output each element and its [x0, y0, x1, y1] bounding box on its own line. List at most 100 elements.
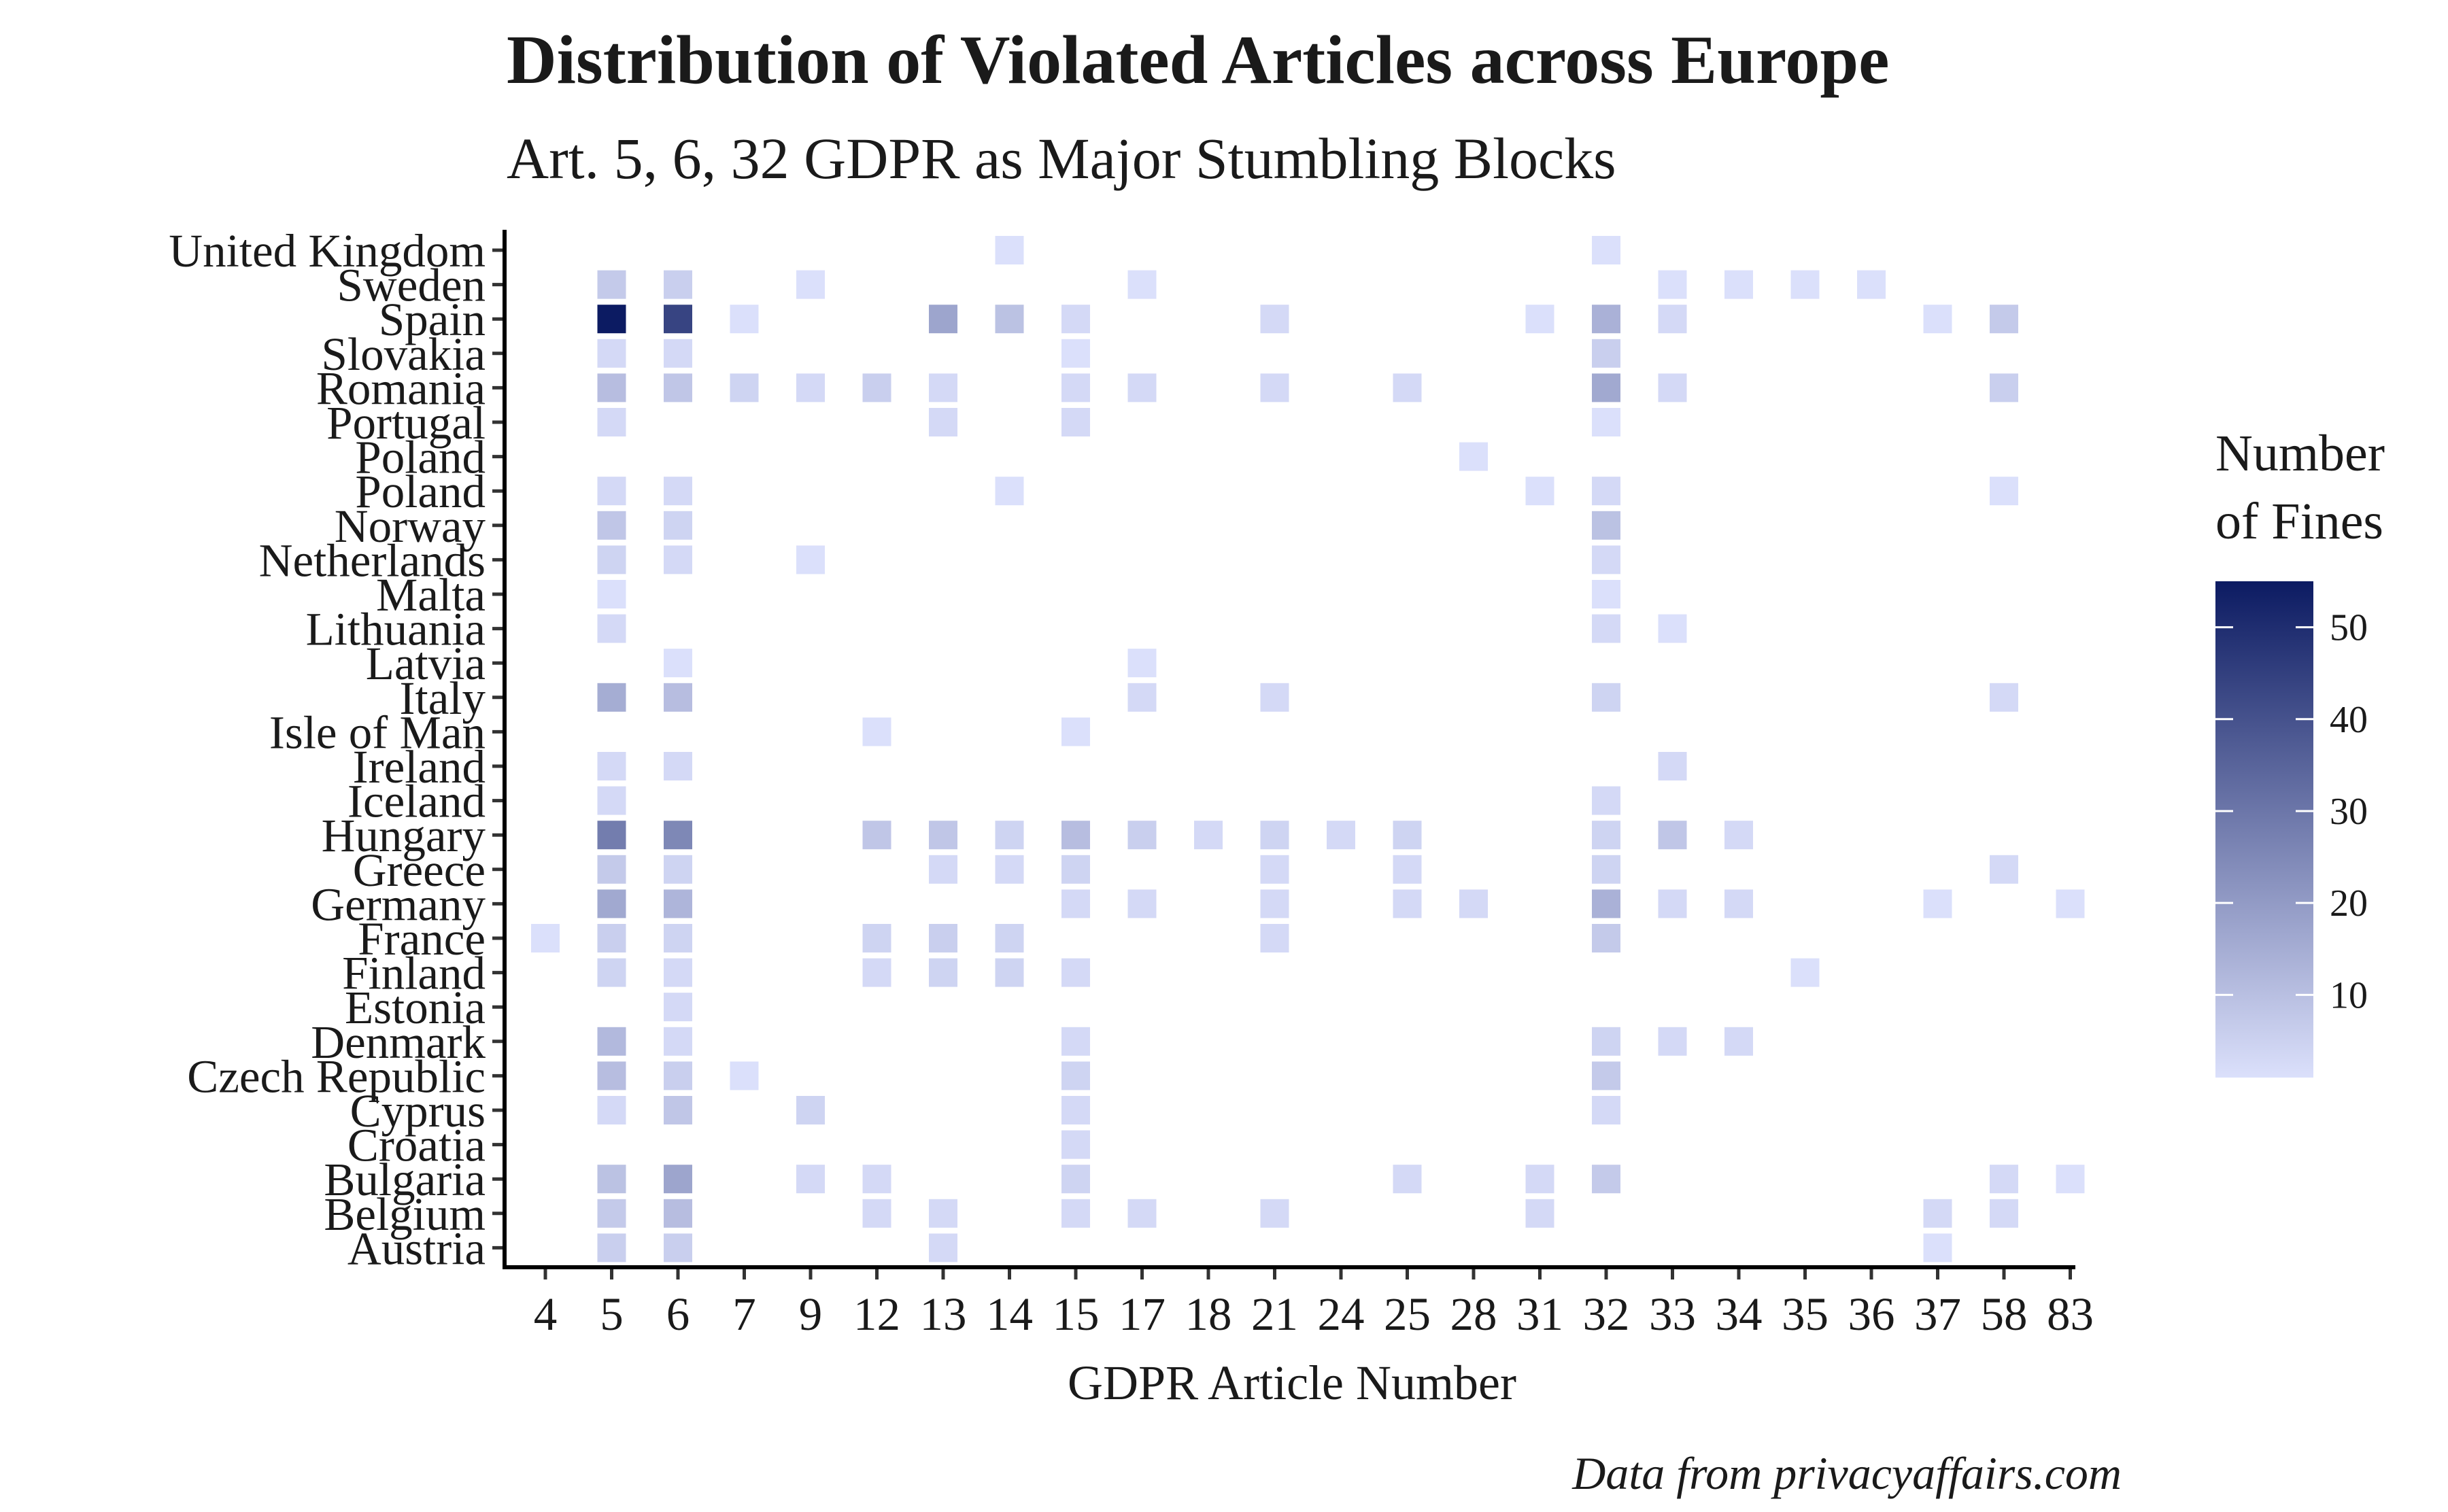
heatmap-cell	[1260, 305, 1289, 334]
heatmap-cell	[1127, 821, 1157, 850]
heatmap-cell	[664, 821, 692, 850]
x-tick-label: 33	[1649, 1288, 1696, 1340]
x-axis-title: GDPR Article Number	[1068, 1356, 1516, 1410]
heatmap-cell	[1393, 821, 1422, 850]
y-tick-label: Italy	[400, 672, 486, 724]
heatmap-cell	[1127, 649, 1157, 678]
heatmap-cell	[1127, 683, 1157, 712]
legend-ticks: 10 20 30 40 50	[2215, 607, 2368, 1016]
heatmap-cell	[929, 924, 957, 952]
x-tick-label: 12	[853, 1288, 900, 1340]
heatmap-cell	[597, 889, 626, 918]
heatmap-cell	[1327, 821, 1355, 850]
heatmap-cell	[1525, 1199, 1554, 1228]
x-tick-label: 13	[920, 1288, 967, 1340]
heatmap-cell	[796, 545, 825, 574]
chart-subtitle: Art. 5, 6, 32 GDPR as Major Stumbling Bl…	[507, 126, 1616, 191]
heatmap-cell	[664, 649, 692, 678]
x-tick-label: 9	[799, 1288, 823, 1340]
heatmap-cell	[1061, 373, 1090, 402]
y-tick-label: Netherlands	[259, 534, 486, 586]
legend-tick-label: 30	[2330, 791, 2368, 833]
heatmap-cell	[597, 511, 626, 540]
chart-caption: Data from privacyaffairs.com	[1571, 1447, 2122, 1499]
y-tick-label: Spain	[379, 294, 486, 345]
legend-tick-label: 50	[2330, 607, 2368, 649]
heatmap-cell	[862, 821, 891, 850]
heatmap-cell	[1592, 511, 1620, 540]
heatmap-cell	[597, 855, 626, 884]
x-tick-label: 37	[1914, 1288, 1961, 1340]
heatmap-cell	[1592, 924, 1620, 952]
x-tick-label: 83	[2047, 1288, 2094, 1340]
heatmap-cell	[1990, 683, 2018, 712]
heatmap-cell	[1393, 373, 1422, 402]
heatmap-cell	[1592, 339, 1620, 368]
heatmap-cell	[597, 270, 626, 299]
x-tick-label: 58	[1981, 1288, 2028, 1340]
x-tick-label: 17	[1119, 1288, 1166, 1340]
heatmap-cell	[597, 408, 626, 436]
heatmap-cell	[1790, 958, 1820, 987]
heatmap-cell	[1260, 821, 1289, 850]
x-tick-label: 24	[1318, 1288, 1365, 1340]
x-tick-label: 18	[1185, 1288, 1232, 1340]
y-tick-label: Estonia	[345, 982, 486, 1033]
heatmap-cell	[995, 236, 1024, 264]
heatmap-cell	[995, 924, 1024, 952]
heatmap-cell	[597, 305, 626, 334]
heatmap-cell	[1061, 1165, 1090, 1194]
heatmap-cell	[597, 1199, 626, 1228]
heatmap-cell	[664, 924, 692, 952]
heatmap-cell	[1592, 305, 1620, 334]
heatmap-cell	[995, 305, 1024, 334]
heatmap-cell	[1061, 339, 1090, 368]
heatmap-cell	[1260, 924, 1289, 952]
heatmap-cell	[1990, 373, 2018, 402]
heatmap-cell	[1260, 1199, 1289, 1228]
y-tick-label: Norway	[335, 500, 486, 552]
heatmap-cell	[1658, 821, 1687, 850]
heatmap-cell	[1260, 683, 1289, 712]
heatmap-cell	[1061, 958, 1090, 987]
heatmap-cell	[929, 1199, 957, 1228]
heatmap-cell	[1061, 855, 1090, 884]
x-tick-label: 4	[534, 1288, 558, 1340]
heatmap-cell	[597, 1096, 626, 1124]
legend-title-line-1: Number	[2215, 425, 2385, 482]
heatmap-cell	[1592, 1096, 1620, 1124]
y-tick-label: Slovakia	[322, 328, 486, 380]
heatmap-cell	[597, 786, 626, 815]
heatmap-cell	[929, 1233, 957, 1262]
y-tick-label: United Kingdom	[169, 225, 486, 277]
heatmap-cell	[597, 752, 626, 780]
heatmap-cell	[995, 958, 1024, 987]
x-tick-label: 21	[1251, 1288, 1298, 1340]
heatmap-cell	[1459, 889, 1488, 918]
heatmap-cell	[1459, 442, 1488, 471]
heatmap-cell	[664, 993, 692, 1022]
heatmap-cell	[796, 1165, 825, 1194]
heatmap-cell	[597, 373, 626, 402]
heatmap-cell	[929, 855, 957, 884]
heatmap-cell	[1525, 1165, 1554, 1194]
heatmap-cell	[664, 855, 692, 884]
heatmap-cell	[531, 924, 560, 952]
heatmap-cell	[796, 1096, 825, 1124]
heatmap-cell	[1061, 717, 1090, 746]
heatmap-cell	[929, 373, 957, 402]
heatmap-cell	[597, 339, 626, 368]
heatmap-cell	[664, 958, 692, 987]
legend-tick-label: 20	[2330, 882, 2368, 925]
heatmap-cell	[1592, 545, 1620, 574]
heatmap-cell	[929, 821, 957, 850]
y-tick-label: Cyprus	[350, 1085, 486, 1137]
heatmap-cell	[1592, 786, 1620, 815]
heatmap-cell	[2056, 889, 2085, 918]
y-tick-label: Bulgaria	[324, 1154, 486, 1205]
heatmap-cell	[1393, 889, 1422, 918]
heatmap-cell	[1592, 889, 1620, 918]
heatmap-cell	[730, 1061, 759, 1090]
y-tick-label: Greece	[353, 844, 486, 896]
x-tick-label: 36	[1848, 1288, 1895, 1340]
